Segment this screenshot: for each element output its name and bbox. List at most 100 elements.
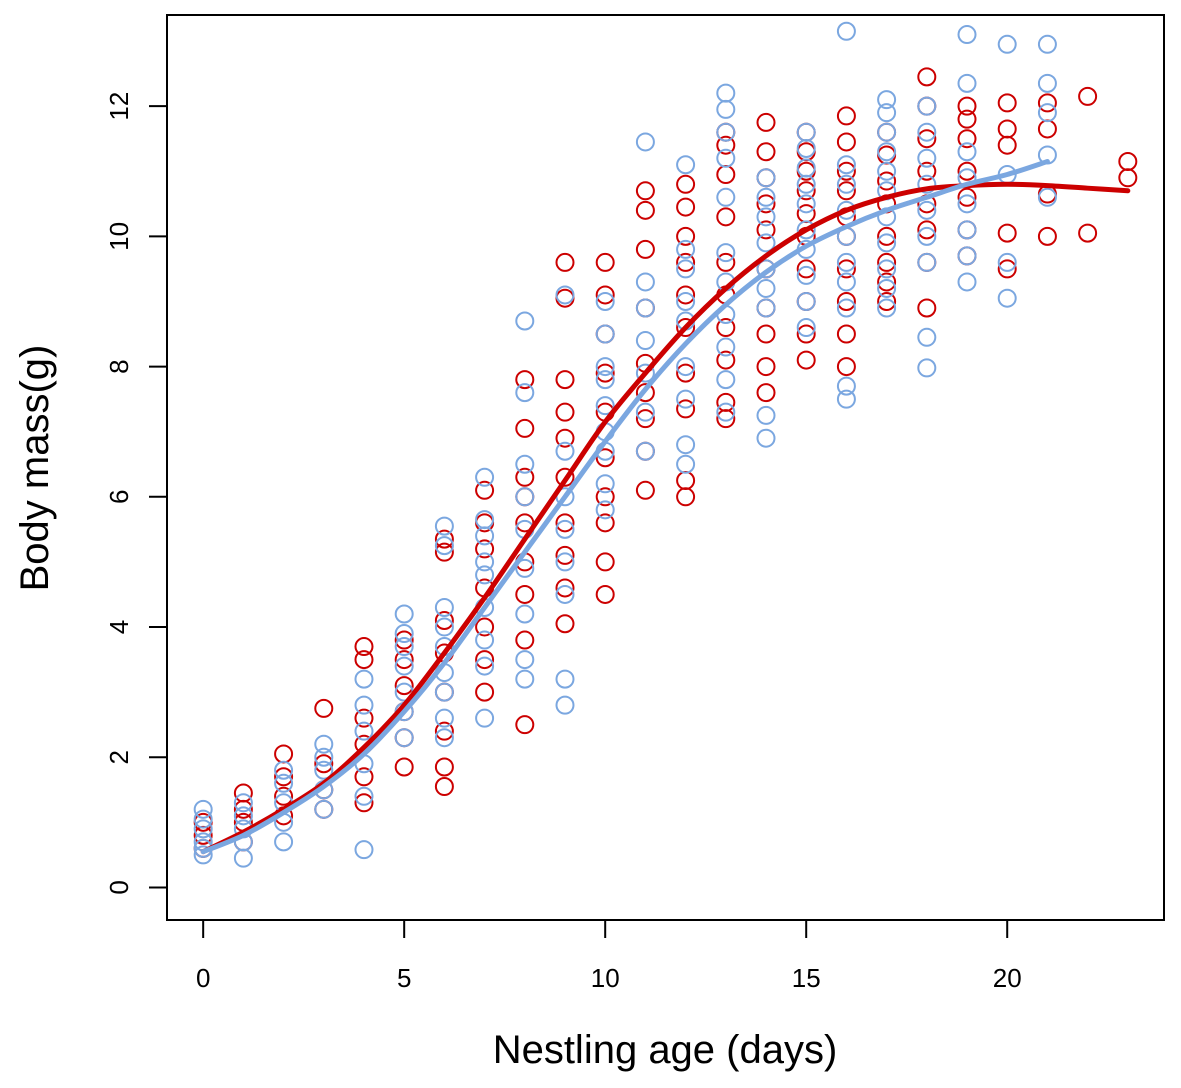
- data-point: [917, 161, 937, 181]
- data-point: [836, 389, 856, 409]
- data-point: [836, 155, 856, 175]
- data-point: [997, 223, 1017, 243]
- data-point: [394, 728, 414, 748]
- data-point: [917, 96, 937, 116]
- data-point: [274, 767, 294, 787]
- data-point: [796, 122, 816, 142]
- data-point: [555, 370, 575, 390]
- data-point: [716, 135, 736, 155]
- data-point: [193, 845, 213, 865]
- data-point: [635, 441, 655, 461]
- data-point: [475, 682, 495, 702]
- data-point: [314, 698, 334, 718]
- data-point: [314, 747, 334, 767]
- data-point: [917, 122, 937, 142]
- data-point: [997, 119, 1017, 139]
- data-point: [756, 405, 776, 425]
- data-point: [394, 624, 414, 644]
- data-point: [676, 285, 696, 305]
- data-point: [475, 552, 495, 572]
- data-point: [756, 324, 776, 344]
- data-point: [635, 239, 655, 259]
- data-point: [716, 187, 736, 207]
- data-point: [796, 291, 816, 311]
- data-point: [796, 158, 816, 178]
- data-point: [676, 435, 696, 455]
- data-point: [917, 67, 937, 87]
- data-point: [193, 819, 213, 839]
- data-point: [676, 487, 696, 507]
- data-point: [354, 793, 374, 813]
- data-point: [354, 767, 374, 787]
- data-point: [836, 132, 856, 152]
- data-point: [515, 383, 535, 403]
- data-point: [475, 510, 495, 530]
- data-point: [475, 565, 495, 585]
- data-point: [1037, 93, 1057, 113]
- data-point: [635, 298, 655, 318]
- data-point: [676, 174, 696, 194]
- data-point: [756, 383, 776, 403]
- data-point: [756, 220, 776, 240]
- data-point: [635, 402, 655, 422]
- x-tick-label: 20: [993, 963, 1022, 993]
- data-point: [796, 220, 816, 240]
- data-point: [836, 161, 856, 181]
- data-point: [595, 487, 615, 507]
- data-point: [716, 243, 736, 263]
- data-point: [836, 376, 856, 396]
- data-point: [917, 252, 937, 272]
- data-point: [716, 402, 736, 422]
- data-point: [957, 129, 977, 149]
- data-point: [434, 611, 454, 631]
- data-point: [917, 298, 937, 318]
- data-point: [796, 318, 816, 338]
- x-axis: 0 5 10 15 20: [196, 919, 1022, 993]
- data-point: [676, 357, 696, 377]
- data-point: [877, 103, 897, 123]
- data-point: [917, 358, 937, 378]
- data-point: [555, 441, 575, 461]
- data-point: [555, 519, 575, 539]
- data-point: [917, 200, 937, 220]
- data-point: [877, 90, 897, 110]
- data-point: [877, 291, 897, 311]
- data-point: [595, 370, 615, 390]
- data-point: [957, 246, 977, 266]
- data-point: [997, 252, 1017, 272]
- data-point: [836, 259, 856, 279]
- data-point: [635, 409, 655, 429]
- data-point: [475, 526, 495, 546]
- data-point: [676, 291, 696, 311]
- y-tick-label: 0: [104, 880, 134, 894]
- data-point: [676, 155, 696, 175]
- data-point: [877, 252, 897, 272]
- data-point: [635, 480, 655, 500]
- data-point: [917, 129, 937, 149]
- data-point: [635, 200, 655, 220]
- data-point: [434, 536, 454, 556]
- data-point: [716, 207, 736, 227]
- data-point: [1078, 223, 1098, 243]
- data-point: [796, 350, 816, 370]
- data-point: [555, 428, 575, 448]
- data-point: [434, 708, 454, 728]
- data-point: [394, 676, 414, 696]
- data-point: [716, 370, 736, 390]
- x-tick-label: 0: [196, 963, 210, 993]
- data-point: [475, 708, 495, 728]
- data-point: [957, 220, 977, 240]
- data-point: [595, 448, 615, 468]
- data-point: [555, 285, 575, 305]
- data-point: [475, 617, 495, 637]
- data-point: [796, 181, 816, 201]
- data-point: [274, 773, 294, 793]
- data-point: [314, 754, 334, 774]
- data-point: [1078, 86, 1098, 106]
- data-point: [595, 363, 615, 383]
- data-point: [233, 806, 253, 826]
- data-point: [716, 165, 736, 185]
- data-point: [354, 637, 374, 657]
- data-point: [595, 500, 615, 520]
- data-point: [515, 630, 535, 650]
